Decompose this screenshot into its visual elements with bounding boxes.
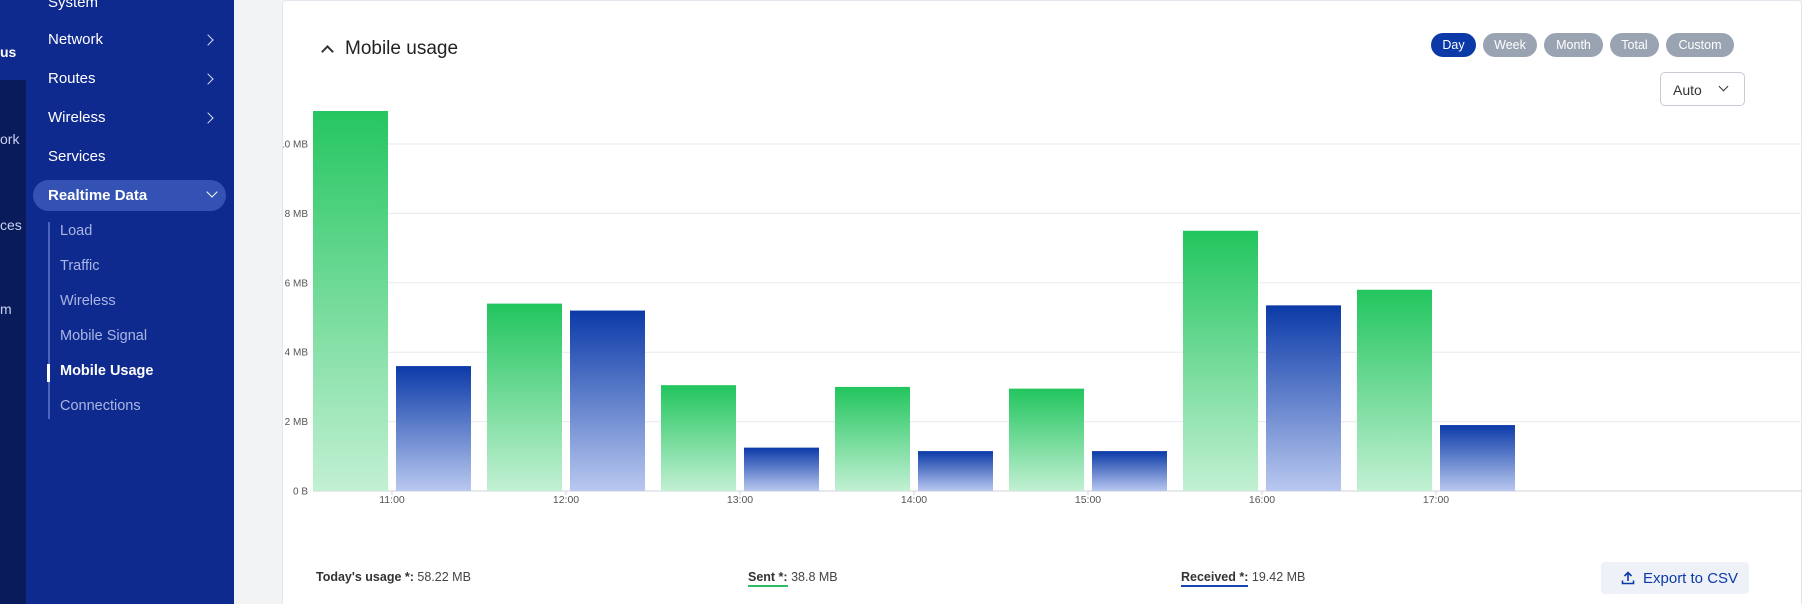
export-csv-label: Export to CSV xyxy=(1643,570,1739,587)
sidebar-subitem-wireless[interactable]: Wireless xyxy=(60,293,116,309)
rail-item-system[interactable]: m xyxy=(0,301,12,317)
rail-active-block xyxy=(0,0,26,80)
x-tick-label: 13:00 xyxy=(727,494,753,506)
sidebar-item-label: Realtime Data xyxy=(48,187,148,204)
x-tick-label: 11:00 xyxy=(379,494,405,506)
y-tick-label: 10 MB xyxy=(283,140,308,151)
sent-value: 38.8 MB xyxy=(791,570,838,584)
period-week-button[interactable]: Week xyxy=(1483,33,1537,57)
x-tick-label: 16:00 xyxy=(1249,494,1275,506)
sidebar-item-system[interactable]: System xyxy=(48,0,99,11)
y-tick-label: 0 B xyxy=(293,487,308,498)
today-usage-stat: Today's usage *: 58.22 MB xyxy=(316,570,471,584)
y-tick-label: 2 MB xyxy=(285,417,309,428)
export-csv-button[interactable]: Export to CSV xyxy=(1601,562,1749,594)
bar-received[interactable] xyxy=(1440,425,1515,491)
sidebar: System Network Routes Wireless Services … xyxy=(26,0,234,604)
bar-received[interactable] xyxy=(570,310,645,491)
left-rail: us ork ces m xyxy=(0,0,26,604)
rail-item-status[interactable]: us xyxy=(0,44,17,60)
sidebar-subitem-mobile-usage[interactable]: Mobile Usage xyxy=(60,363,154,379)
y-tick-label: 4 MB xyxy=(285,348,309,359)
received-label: Received *: xyxy=(1181,570,1249,587)
bar-sent[interactable] xyxy=(661,385,736,491)
received-value: 19.42 MB xyxy=(1251,570,1306,584)
bar-received[interactable] xyxy=(918,451,993,491)
sidebar-subitem-load[interactable]: Load xyxy=(60,223,93,239)
usage-bar-chart: 0 B 2 MB 4 MB 6 MB 8 MB 10 MB 11:00 12:00 13:00 1… xyxy=(283,111,1802,506)
bar-sent[interactable] xyxy=(1357,289,1432,491)
sent-label: Sent *: xyxy=(748,570,788,587)
today-usage-label: Today's usage *: xyxy=(316,570,414,584)
submenu-active-marker xyxy=(47,364,50,382)
unit-select-value: Auto xyxy=(1673,82,1702,98)
x-tick-label: 12:00 xyxy=(553,494,579,506)
period-month-button[interactable]: Month xyxy=(1544,33,1603,57)
chevron-down-icon xyxy=(206,186,218,198)
period-day-button[interactable]: Day xyxy=(1431,33,1476,57)
chevron-right-icon xyxy=(202,73,214,85)
sidebar-subitem-traffic[interactable]: Traffic xyxy=(60,258,100,274)
bar-sent[interactable] xyxy=(1183,230,1258,491)
chevron-up-icon[interactable] xyxy=(321,45,334,58)
y-tick-label: 8 MB xyxy=(285,209,309,220)
mobile-usage-card: Mobile usage Day Week Month Total Custom… xyxy=(282,0,1802,604)
sidebar-item-routes[interactable]: Routes xyxy=(48,70,96,87)
bar-sent[interactable] xyxy=(313,111,388,492)
sidebar-item-services[interactable]: Services xyxy=(48,148,106,165)
today-usage-value: 58.22 MB xyxy=(417,570,471,584)
rail-item-network[interactable]: ork xyxy=(0,131,20,147)
upload-icon xyxy=(1621,571,1635,585)
sent-stat: Sent *: 38.8 MB xyxy=(748,570,838,587)
bar-sent[interactable] xyxy=(835,386,910,491)
bar-received[interactable] xyxy=(1266,305,1341,491)
x-tick-label: 15:00 xyxy=(1075,494,1101,506)
received-stat: Received *: 19.42 MB xyxy=(1181,570,1306,587)
sidebar-item-wireless[interactable]: Wireless xyxy=(48,109,106,126)
bar-received[interactable] xyxy=(744,447,819,491)
chevron-right-icon xyxy=(202,112,214,124)
period-custom-button[interactable]: Custom xyxy=(1666,33,1734,57)
sidebar-item-network[interactable]: Network xyxy=(48,31,104,48)
x-tick-label: 17:00 xyxy=(1423,494,1449,506)
sidebar-item-realtime-data[interactable]: Realtime Data xyxy=(33,180,226,211)
bar-sent[interactable] xyxy=(487,303,562,491)
sidebar-subitem-connections[interactable]: Connections xyxy=(60,398,141,414)
y-tick-label: 6 MB xyxy=(285,278,309,289)
rail-item-services[interactable]: ces xyxy=(0,217,22,233)
bar-sent[interactable] xyxy=(1009,388,1084,491)
x-tick-label: 14:00 xyxy=(901,494,927,506)
submenu-line xyxy=(48,222,50,419)
unit-select[interactable]: Auto xyxy=(1660,72,1745,106)
bar-received[interactable] xyxy=(396,366,471,491)
sidebar-subitem-mobile-signal[interactable]: Mobile Signal xyxy=(60,328,148,344)
chevron-down-icon xyxy=(1718,81,1729,92)
bar-received[interactable] xyxy=(1092,451,1167,491)
period-total-button[interactable]: Total xyxy=(1610,33,1659,57)
card-title: Mobile usage xyxy=(345,38,459,59)
chevron-right-icon xyxy=(202,34,214,46)
